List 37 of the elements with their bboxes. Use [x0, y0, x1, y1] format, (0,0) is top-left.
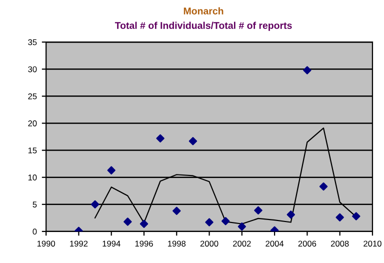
x-tick-label: 1992 [70, 240, 88, 247]
x-tick-label: 2002 [233, 240, 251, 247]
point [286, 210, 295, 219]
point [303, 66, 312, 74]
point [107, 166, 116, 174]
x-tick-label: 1994 [102, 240, 120, 247]
x-tick-label: 2008 [330, 240, 349, 247]
point [319, 182, 328, 191]
point [188, 136, 198, 146]
y-tick-label: 35 [28, 39, 37, 46]
y-tick-label: 15 [28, 148, 37, 154]
chart-title: Monarch [184, 7, 224, 14]
point [254, 206, 262, 214]
point [90, 200, 100, 208]
y-tick-label: 30 [28, 66, 37, 72]
x-tick-label: 2000 [200, 240, 218, 247]
point [172, 206, 181, 215]
y-tick-label: 5 [32, 202, 37, 208]
x-tick-label: 1996 [135, 240, 153, 247]
point [336, 213, 344, 222]
y-tick-label: 20 [28, 120, 37, 126]
x-tick-label: 1990 [37, 240, 56, 247]
y-tick-label: 25 [28, 93, 37, 100]
y-tick-label: 0 [32, 228, 37, 235]
y-tick-label: 10 [28, 174, 37, 180]
x-tick-label: 2004 [266, 240, 284, 247]
x-tick-label: 1998 [168, 240, 186, 247]
x-tick-label: 2010 [364, 240, 382, 247]
point [352, 212, 360, 220]
point [156, 134, 164, 142]
point [238, 222, 246, 231]
point [124, 218, 132, 226]
point [140, 220, 148, 228]
point [205, 218, 214, 226]
point [222, 217, 230, 226]
x-tick-label: 2006 [298, 240, 316, 247]
chart-subtitle: Total # of Individuals/Total # of reports [114, 22, 292, 31]
